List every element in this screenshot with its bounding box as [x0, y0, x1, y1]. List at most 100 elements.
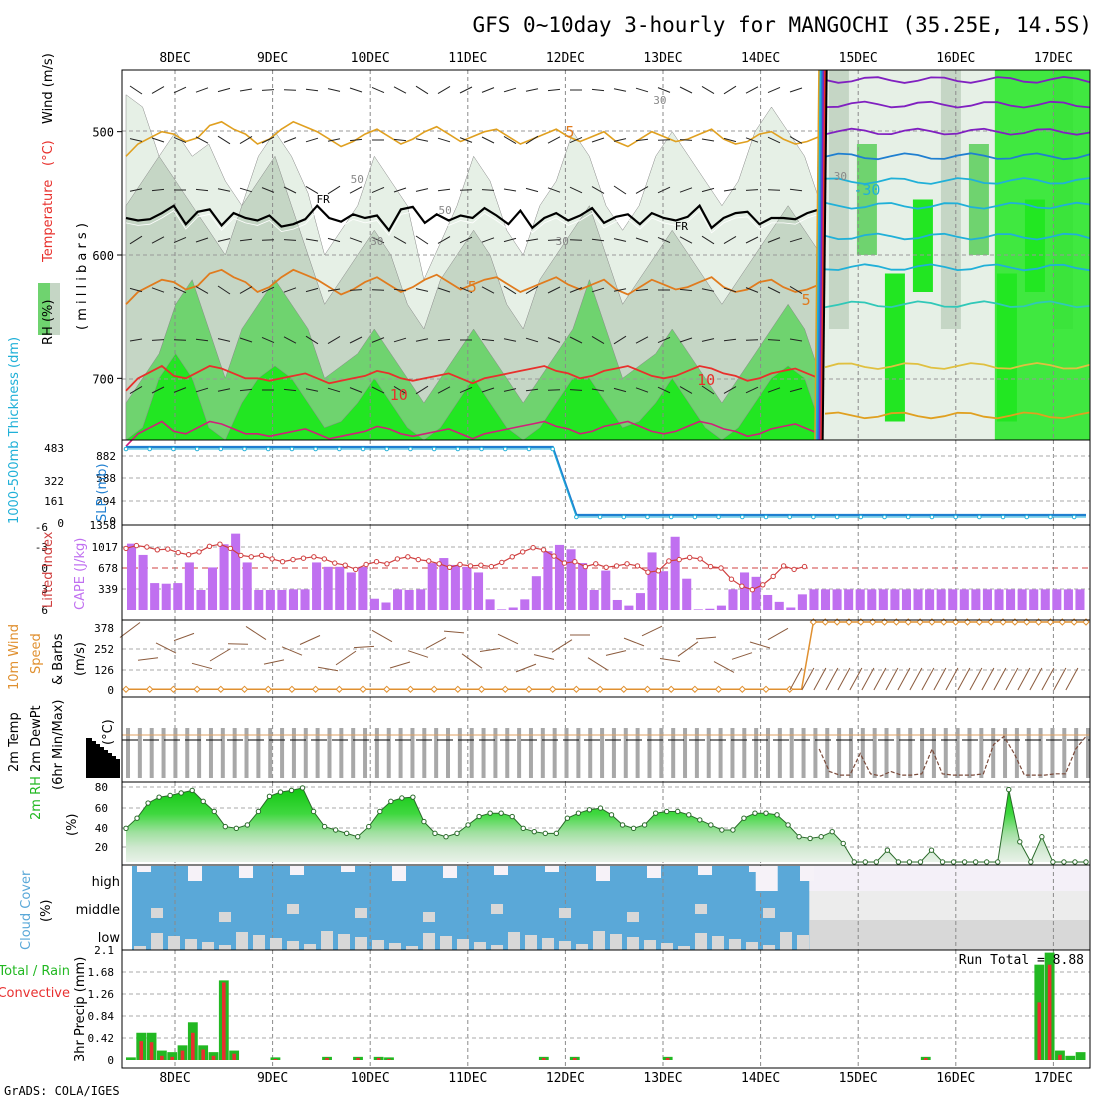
date-label-bottom: 15DEC: [839, 1071, 878, 1086]
rh-point: [520, 825, 526, 832]
lifted-index-point: [175, 549, 181, 556]
temp-range-bar: [1026, 728, 1031, 778]
low-cloud-gap: [321, 931, 333, 950]
slp-tick-label: 1358: [90, 519, 117, 532]
rh-legend-swatch: [38, 283, 50, 335]
surface-wind-barb: [263, 659, 285, 665]
cape-bar: [323, 566, 333, 610]
wind-barb: [217, 135, 231, 145]
temp-shift-line: [824, 152, 1091, 161]
wind-barb: [393, 337, 407, 343]
cape-bar: [427, 563, 437, 610]
temp-range-bar: [576, 728, 581, 778]
cape-bar: [1040, 589, 1050, 610]
contour-label: 30: [556, 235, 569, 248]
wind-speed-point: [620, 685, 628, 693]
surface-wind-barb: [957, 667, 971, 691]
wind-barb: [151, 287, 165, 293]
wind-barb: [613, 185, 627, 195]
surface-wind-barb: [191, 662, 213, 670]
low-cloud-gap: [746, 942, 758, 950]
contour-label: 50: [351, 173, 364, 186]
low-cloud-gap: [372, 940, 384, 950]
surface-wind-barb: [873, 667, 887, 691]
li-tick-label: -3: [35, 541, 48, 554]
temp-legend-bar: [114, 759, 120, 778]
wind-barb: [591, 238, 605, 242]
panel-frames: [117, 69, 1091, 1069]
wind-barb: [789, 387, 803, 393]
temp-range-bar: [611, 728, 616, 778]
lifted-index-point: [739, 583, 745, 589]
slp-point: [431, 446, 437, 452]
surface-wind-barb: [1017, 667, 1031, 691]
wind-speed-point: [406, 685, 415, 693]
temp-range-bar: [351, 728, 356, 778]
wind-barb: [305, 238, 319, 242]
wind-barb: [393, 86, 407, 94]
wind-barb: [437, 236, 451, 244]
lifted-index-point: [613, 563, 620, 569]
lifted-index-point: [342, 562, 348, 568]
slp-point: [242, 446, 247, 452]
cape-bar: [404, 589, 414, 610]
wind-speed-line: [126, 621, 1086, 691]
temp-shift-line: [824, 232, 1091, 241]
wind-speed-point: [738, 685, 747, 693]
wind-barb: [569, 389, 583, 391]
wind-barb: [261, 89, 275, 91]
wind-speed-point: [169, 685, 178, 693]
wind-barb: [151, 386, 165, 394]
wind-speed-point: [596, 685, 604, 693]
cape-bar: [774, 601, 784, 610]
wind-barb: [613, 88, 627, 92]
temp-range-bar: [683, 728, 688, 778]
wind-barb: [327, 288, 341, 292]
cape-bar: [207, 567, 218, 610]
rh-point: [476, 813, 482, 820]
lifted-index-point: [499, 559, 505, 566]
precip-convective-bar: [325, 1057, 329, 1060]
wind-barb: [503, 188, 517, 192]
rh-point: [1050, 859, 1056, 865]
lifted-index-point: [509, 554, 515, 560]
wind-barb: [437, 338, 451, 342]
wind-barb: [503, 338, 517, 342]
date-label-bottom: 8DEC: [159, 1071, 190, 1086]
mid-cloud-gap: [287, 904, 299, 914]
slp-point: [597, 514, 603, 520]
temp-range-bar: [481, 728, 486, 778]
rh-point: [189, 787, 195, 794]
cape-bar: [508, 607, 518, 610]
rh-point: [167, 792, 173, 799]
wind-barb: [217, 238, 231, 242]
slp-point: [360, 446, 366, 452]
cape-bar: [219, 544, 229, 610]
lifted-index-point: [634, 563, 641, 569]
wind-barb: [701, 385, 715, 395]
cape-bar: [393, 589, 403, 610]
cape-bar: [601, 570, 611, 610]
rh-point: [498, 810, 504, 816]
lifted-index-point: [259, 552, 265, 559]
cape-bar: [1063, 589, 1073, 610]
wind-barb: [569, 136, 583, 144]
wind-speed-point: [288, 685, 296, 693]
wind-barb: [679, 187, 693, 193]
temp-legend-bar: [86, 738, 92, 778]
wind-speed-point: [335, 685, 344, 693]
rh-point: [410, 794, 416, 800]
cape-bar: [1017, 589, 1027, 610]
rh-point: [641, 822, 648, 828]
cape-tick-label: 678: [98, 562, 118, 575]
low-cloud-gap: [355, 937, 367, 950]
date-label-top: 12DEC: [546, 51, 585, 66]
cape-bar: [844, 589, 854, 610]
temp-shift-line: [824, 100, 1091, 109]
precip-convective-bar: [923, 1057, 928, 1060]
rh-line: [125, 787, 1086, 864]
wind-barb: [261, 187, 275, 193]
lifted-index-point: [384, 561, 390, 567]
low-cloud-gap: [661, 943, 673, 950]
wind-barb: [371, 337, 385, 343]
